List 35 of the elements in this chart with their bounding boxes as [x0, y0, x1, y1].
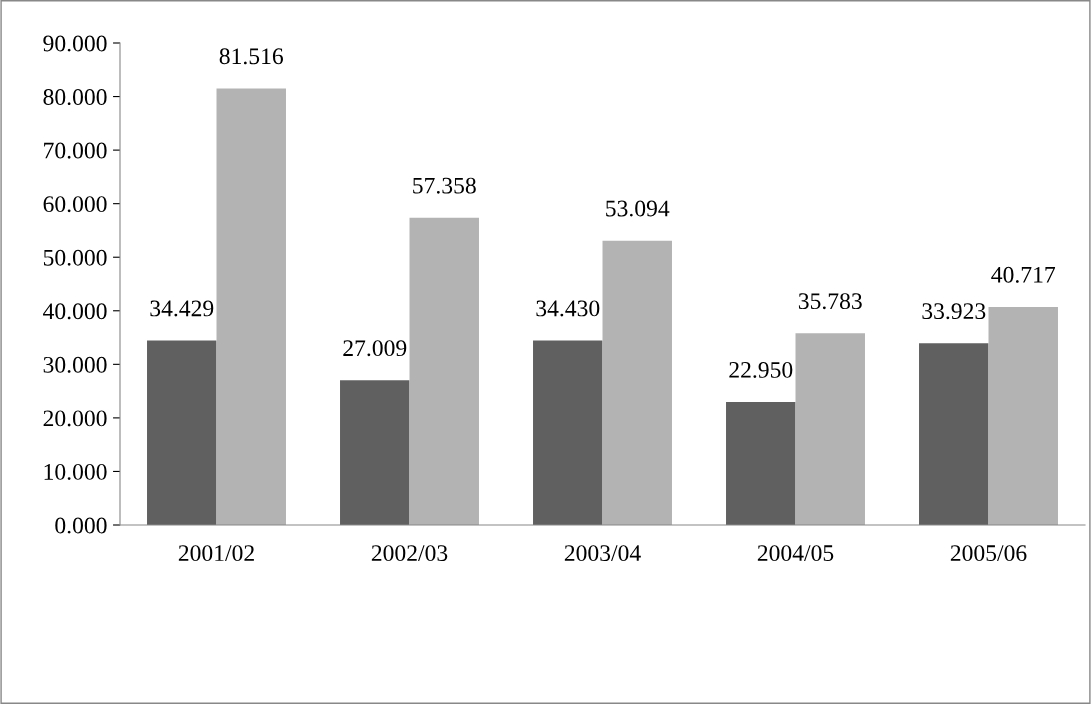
bar [216, 88, 286, 525]
y-tick-label: 30.000 [43, 356, 107, 373]
data-label: 22.950 [729, 361, 793, 378]
x-tick-label: 2005/06 [950, 545, 1027, 562]
data-label: 53.094 [606, 200, 670, 217]
x-tick-label: 2004/05 [757, 545, 834, 562]
y-tick-label: 60.000 [43, 196, 107, 213]
bar [988, 306, 1058, 525]
x-tick-label: 2003/04 [564, 545, 641, 562]
y-tick-label: 50.000 [43, 249, 107, 266]
bar [919, 343, 989, 525]
data-label: 57.358 [413, 177, 476, 194]
y-tick-label: 10.000 [44, 463, 107, 480]
y-tick-label: 40.000 [43, 303, 107, 320]
data-label: 40.717 [991, 266, 1056, 283]
bar [340, 380, 410, 525]
y-tick-label: 90.000 [43, 35, 107, 52]
bar [726, 402, 796, 525]
y-tick-label: 80.000 [43, 89, 107, 106]
y-tick-label: 70.000 [44, 142, 107, 159]
bar [795, 333, 865, 525]
data-label: 34.430 [536, 300, 600, 317]
bar [147, 340, 217, 525]
bar [533, 340, 603, 525]
bar [602, 240, 672, 525]
data-label: 27.009 [343, 340, 407, 357]
x-tick-label: 2001/02 [178, 545, 254, 562]
data-label: 35.783 [798, 293, 862, 310]
y-tick-label: 0.000 [55, 517, 107, 534]
y-tick-label: 20.000 [43, 410, 107, 427]
bar [409, 217, 479, 525]
data-label: 33.923 [922, 303, 986, 320]
x-tick-label: 2002/03 [371, 545, 448, 562]
data-label: 34.429 [150, 300, 214, 317]
data-label: 81.516 [219, 48, 283, 65]
